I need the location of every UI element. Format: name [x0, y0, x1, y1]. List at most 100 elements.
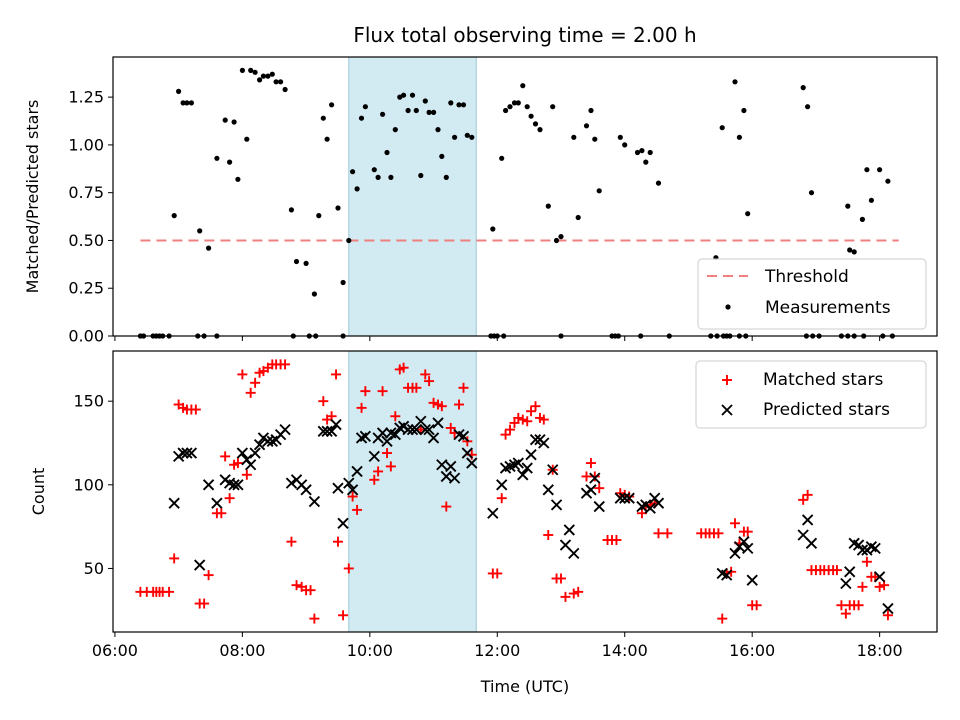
cross-b [797, 529, 809, 541]
measurement-point [329, 102, 335, 108]
cross-b [652, 497, 665, 509]
measurement-point [443, 174, 449, 180]
measurement-point [634, 149, 641, 156]
measurement-point [851, 249, 857, 255]
cross-b [279, 423, 291, 436]
bottom-y-tick-label: 100 [73, 475, 104, 494]
matched-star-point [713, 528, 724, 539]
cross-b [432, 417, 444, 429]
matched-star-point [445, 422, 456, 433]
matched-star-point [798, 494, 809, 505]
matched-star-point [513, 412, 524, 423]
measurement-point [647, 149, 653, 156]
legend-x-marker [721, 404, 733, 416]
predicted-star-point [423, 423, 435, 436]
matched-star-point [331, 369, 342, 380]
matched-star-point [492, 568, 503, 579]
measurement-point [362, 104, 368, 110]
matched-star-point [556, 573, 567, 584]
measurement-point [499, 155, 505, 161]
measurement-point [257, 77, 263, 83]
matched-star-point [199, 598, 210, 609]
matched-star-point [717, 613, 728, 624]
measurement-point [592, 136, 598, 142]
measurement-point [575, 214, 581, 221]
cross-b [402, 423, 414, 436]
matched-star-point [280, 359, 291, 370]
matched-star-point [241, 469, 252, 480]
predicted-star-point [332, 482, 344, 494]
cross-b [346, 484, 359, 496]
matched-star-point [589, 471, 600, 482]
measurement-point [222, 117, 228, 123]
cross-b [232, 479, 244, 491]
cross-b [376, 427, 389, 439]
measurement-point [545, 203, 551, 209]
cross-b [445, 460, 457, 473]
measurement-point [418, 172, 424, 179]
measurement-point [550, 104, 556, 110]
matched-star-point [420, 369, 431, 380]
predicted-star-point [427, 432, 440, 444]
predicted-star-point [547, 464, 559, 476]
top-observing-span [348, 56, 477, 337]
matched-star-point [360, 386, 371, 397]
cross-b [385, 427, 397, 439]
cross-b [359, 430, 372, 442]
matched-star-point [232, 458, 243, 469]
predicted-star-point [512, 457, 524, 469]
measurement-point [188, 100, 194, 106]
top-y-tick-label: 0.25 [68, 279, 104, 298]
cross-b [547, 464, 559, 476]
predicted-star-point [461, 447, 473, 459]
matched-star-point [436, 401, 447, 412]
measurement-point [859, 216, 866, 222]
predicted-star-point [249, 447, 261, 459]
matched-star-point [224, 493, 235, 504]
measurement-point [413, 107, 419, 114]
cross-b [466, 457, 478, 469]
cross-b [805, 537, 818, 550]
bottom-observing-span [348, 350, 477, 633]
matched-star-point [751, 600, 762, 611]
measurement-point [439, 153, 445, 159]
measurement-point [741, 107, 747, 114]
measurement-point [655, 180, 662, 186]
measurement-point [845, 203, 851, 209]
predicted-star-point [652, 497, 665, 509]
measurement-point [736, 134, 743, 140]
measurement-point [316, 213, 322, 219]
cross-b [521, 462, 533, 474]
predicted-star-point [211, 497, 223, 509]
measurement-point [426, 109, 432, 115]
predicted-star-point [865, 541, 878, 553]
measurement-point [184, 100, 190, 106]
matched-star-point [338, 610, 349, 621]
predicted-star-point [432, 417, 444, 429]
top-y-tick-label: 1.25 [68, 88, 104, 107]
top-y-tick-label: 0.00 [68, 327, 104, 346]
matched-star-point [568, 588, 579, 599]
cross-b [410, 423, 423, 436]
predicted-star-point [487, 507, 499, 519]
cross-b [249, 447, 261, 459]
cross-b [721, 569, 733, 581]
matched-star-point [332, 536, 343, 547]
predicted-star-point [873, 571, 886, 583]
cross-b [746, 574, 758, 586]
measurement-point [868, 197, 875, 203]
measurement-point [384, 149, 390, 156]
matched-star-point [653, 528, 664, 539]
measurement-point [490, 226, 496, 232]
matched-star-point [573, 586, 584, 597]
cross-b [738, 536, 750, 548]
top-y-axis-label: Matched/Predicted stars [23, 100, 42, 294]
cross-b [290, 474, 303, 486]
matched-star-point [458, 382, 469, 393]
predicted-star-point [351, 465, 363, 478]
predicted-star-point [325, 425, 338, 437]
predicted-star-point [496, 479, 508, 491]
measurement-point [235, 176, 241, 182]
matched-star-point [356, 402, 367, 413]
measurement-point [214, 155, 220, 161]
